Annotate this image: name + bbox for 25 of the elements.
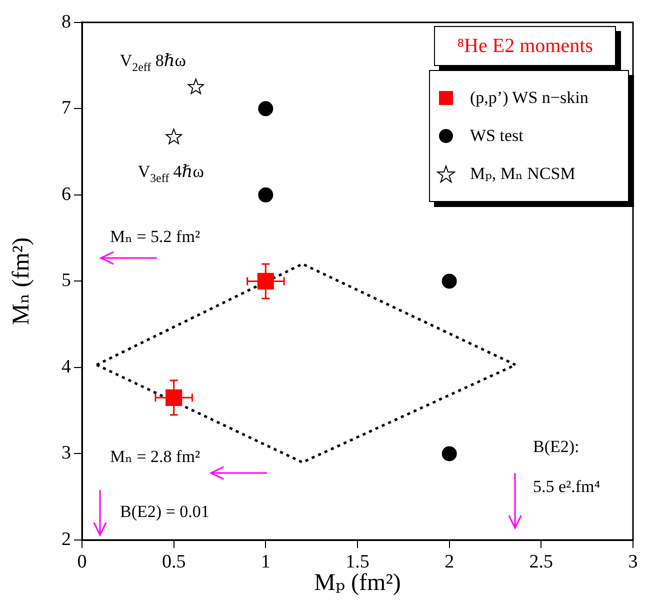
- x-axis-title: Mₚ (fm²): [314, 570, 401, 596]
- legend-label: (p,p’) WS n−skin: [470, 88, 588, 108]
- legend-label: WS test: [470, 126, 524, 146]
- y-axis-title: Mₙ (fm²): [8, 237, 35, 325]
- annotation: B(E2):: [533, 437, 580, 456]
- x-tick-label: 3: [628, 551, 638, 572]
- annotation: Mₙ = 2.8 fm²: [110, 447, 200, 466]
- x-tick-label: 1: [260, 551, 270, 572]
- y-tick-label: 2: [62, 528, 71, 550]
- x-tick-label: 2: [444, 551, 454, 572]
- y-tick-label: 6: [62, 184, 71, 205]
- y-tick-label: 3: [62, 442, 71, 464]
- y-tick-label: 5: [62, 270, 71, 292]
- x-tick-label: 0: [77, 551, 87, 572]
- y-tick-label: 7: [62, 98, 71, 119]
- y-tick-label: 4: [62, 356, 72, 378]
- annotation: 5.5 e².fm⁴: [533, 477, 600, 496]
- annotation: Mₙ = 5.2 fm²: [110, 227, 200, 246]
- x-tick-label: 0.5: [162, 551, 186, 572]
- x-tick-label: 2.5: [529, 551, 554, 572]
- text: ⁸He E2 moments: [434, 26, 616, 66]
- annotation: B(E2) = 0.01: [120, 502, 210, 521]
- x-tick-label: 1.5: [346, 551, 370, 572]
- legend-label: Mₚ, Mₙ NCSM: [470, 164, 576, 184]
- y-tick-label: 8: [62, 11, 71, 32]
